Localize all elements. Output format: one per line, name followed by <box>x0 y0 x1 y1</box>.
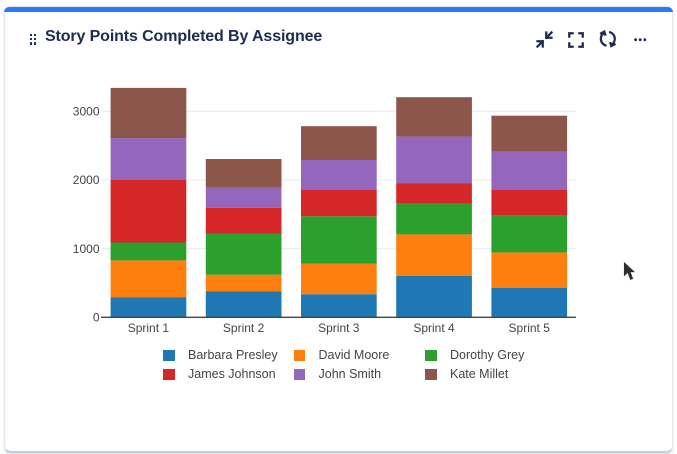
svg-text:Sprint 2: Sprint 2 <box>223 321 265 335</box>
svg-text:1000: 1000 <box>73 242 100 256</box>
svg-text:Sprint 4: Sprint 4 <box>413 321 455 335</box>
svg-text:Sprint 3: Sprint 3 <box>318 321 360 335</box>
svg-text:0: 0 <box>93 311 100 325</box>
svg-text:Sprint 1: Sprint 1 <box>128 321 170 335</box>
svg-text:2000: 2000 <box>73 173 100 187</box>
svg-text:Sprint 5: Sprint 5 <box>509 321 551 335</box>
svg-text:3000: 3000 <box>73 105 100 119</box>
